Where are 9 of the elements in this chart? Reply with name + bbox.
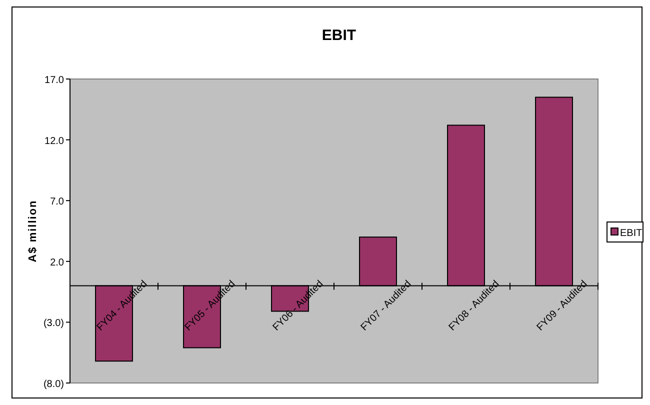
y-tick-label: 2.0 (50, 257, 64, 268)
y-tick-label: (3.0) (43, 318, 64, 330)
y-axis-title: A$ million (27, 200, 39, 262)
y-tick-label: 12.0 (44, 136, 64, 147)
legend-label: EBIT (620, 228, 642, 239)
chart-title: EBIT (322, 27, 356, 44)
y-tick-label: 7.0 (50, 196, 64, 208)
y-tick-label: (8.0) (43, 379, 64, 390)
y-tick-label: 17.0 (44, 75, 64, 86)
